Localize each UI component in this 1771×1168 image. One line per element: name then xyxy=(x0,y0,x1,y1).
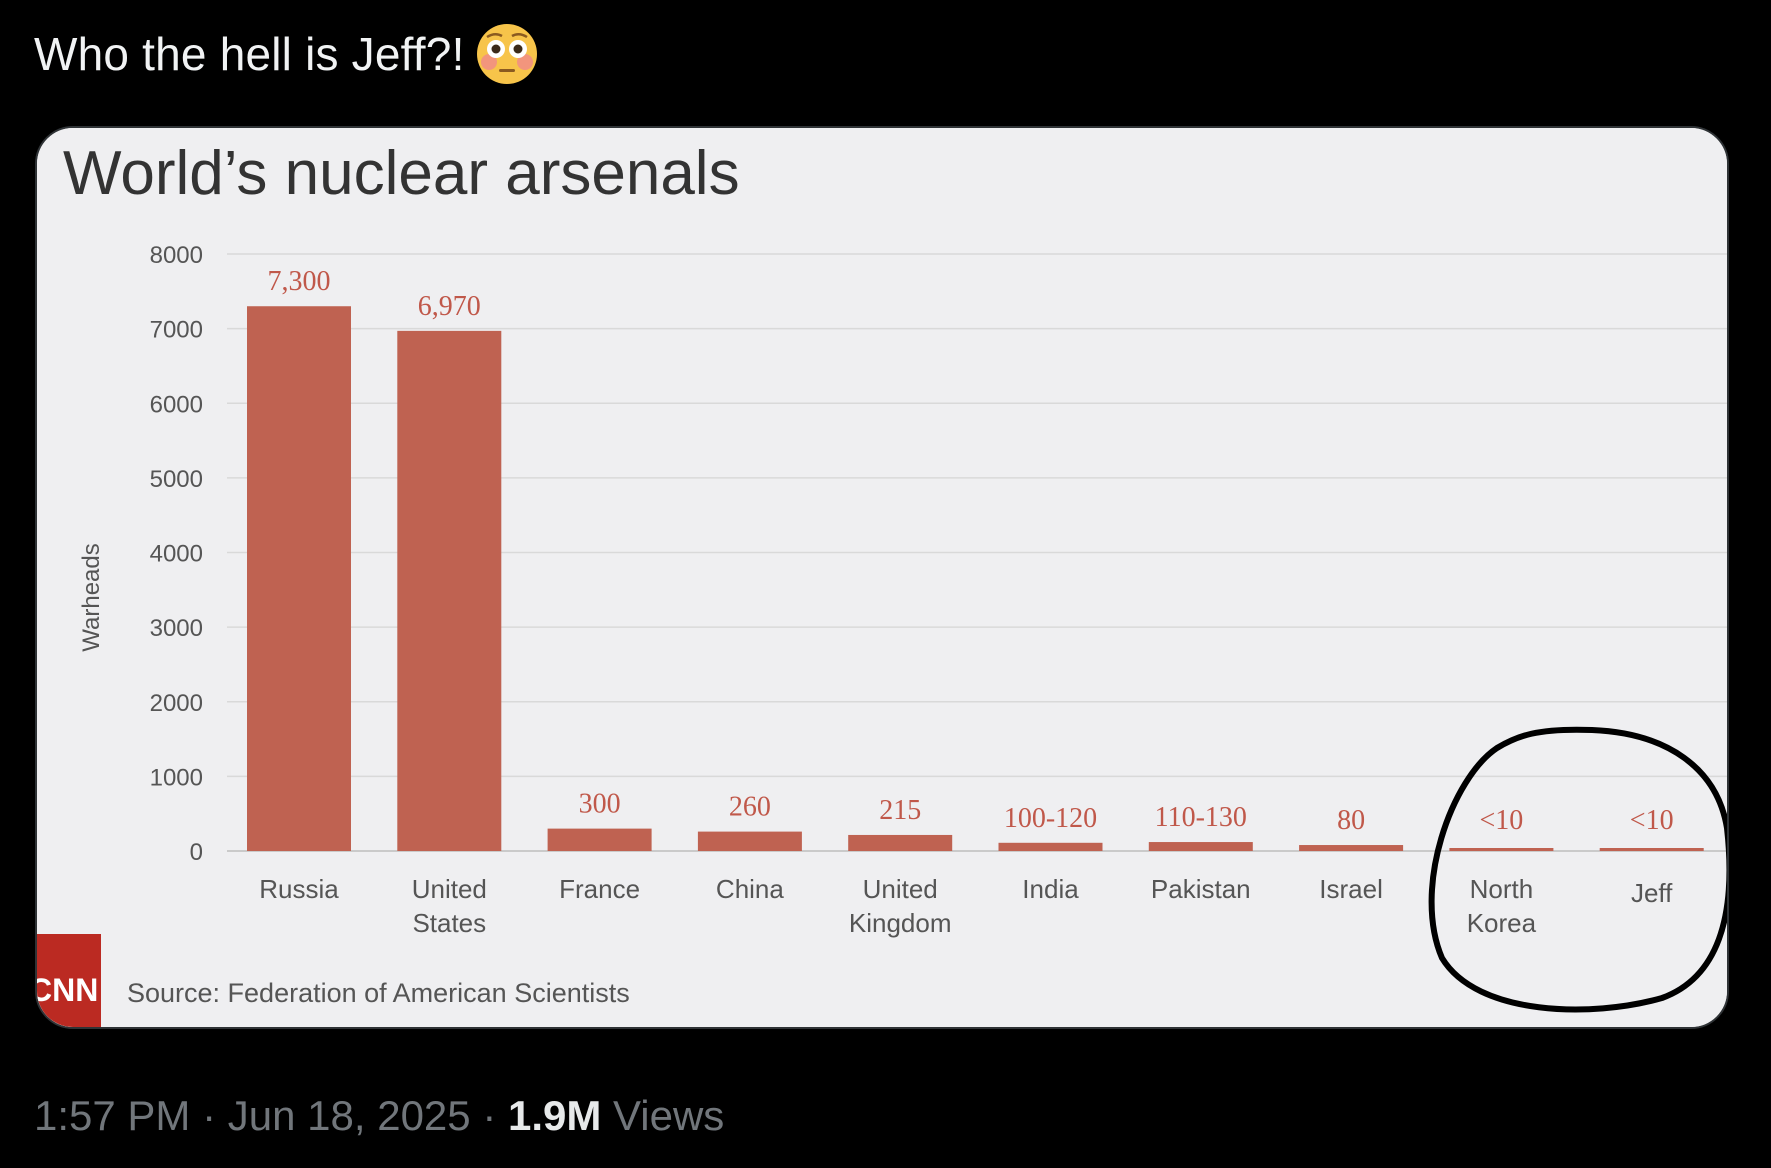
x-tick-label: United xyxy=(412,874,487,904)
tweet-time[interactable]: 1:57 PM xyxy=(34,1092,191,1139)
tweet-meta: 1:57 PM · Jun 18, 2025 · 1.9M Views xyxy=(34,1092,724,1140)
bar xyxy=(397,330,502,851)
bar xyxy=(848,834,953,851)
bar xyxy=(547,828,652,851)
tweet-date[interactable]: Jun 18, 2025 xyxy=(227,1092,471,1139)
cnn-logo-text: CNN xyxy=(37,972,98,1008)
x-tick-label: China xyxy=(716,874,784,904)
bar xyxy=(1299,845,1404,851)
value-label: <10 xyxy=(1480,805,1524,836)
value-label: 260 xyxy=(729,792,771,823)
value-labels: 7,300 6,970 300 260 215 100-120 110-130 80 <10 <1… xyxy=(268,266,1674,836)
bar xyxy=(247,306,351,851)
x-tick-label: North xyxy=(1470,874,1534,904)
y-tick-label: 8000 xyxy=(150,242,203,269)
bar xyxy=(1148,842,1253,851)
x-axis-labels: Russia United States France China United Kingd… xyxy=(259,874,1673,938)
y-axis-label: Warheads xyxy=(78,543,105,652)
chart-title: World’s nuclear arsenals xyxy=(63,139,740,208)
y-tick-label: 6000 xyxy=(150,391,203,418)
flushed-face-emoji-icon xyxy=(476,24,537,84)
value-label: 6,970 xyxy=(418,291,481,322)
value-label: 215 xyxy=(879,795,921,826)
x-tick-label: India xyxy=(1022,874,1079,904)
x-tick-label: France xyxy=(559,874,640,904)
x-tick-label: Russia xyxy=(259,874,339,904)
value-label: <10 xyxy=(1630,805,1674,836)
tweet-text-content: Who the hell is Jeff?! xyxy=(34,28,465,80)
chart-bars xyxy=(247,306,1704,851)
x-tick-label: Jeff xyxy=(1631,878,1673,908)
nuclear-arsenal-bar-chart: World’s nuclear arsenals 0 1000 2000 3000 40… xyxy=(37,128,1727,1027)
y-tick-label: 7000 xyxy=(150,317,203,344)
bar xyxy=(998,842,1103,851)
value-label: 100-120 xyxy=(1004,803,1097,834)
chart-source: Source: Federation of American Scientist… xyxy=(127,978,630,1008)
tweet-views-label: Views xyxy=(613,1092,725,1139)
tweet-text: Who the hell is Jeff?! xyxy=(34,22,539,86)
value-label: 110-130 xyxy=(1155,802,1247,833)
y-tick-label: 2000 xyxy=(150,690,203,717)
x-tick-label: States xyxy=(412,908,486,938)
y-tick-label: 5000 xyxy=(150,466,203,493)
y-tick-label: 3000 xyxy=(150,615,203,642)
value-label: 7,300 xyxy=(268,266,331,297)
bar xyxy=(697,831,802,851)
x-tick-label: United xyxy=(863,874,938,904)
y-tick-label: 1000 xyxy=(150,764,203,791)
cnn-logo: CNN xyxy=(37,934,101,1027)
x-tick-label: Korea xyxy=(1467,908,1537,938)
value-label: 300 xyxy=(579,789,621,820)
y-tick-label: 4000 xyxy=(150,541,203,568)
x-tick-label: Kingdom xyxy=(849,908,952,938)
tweet-views-count[interactable]: 1.9M xyxy=(507,1092,602,1139)
y-axis-ticks: 0 1000 2000 3000 4000 5000 6000 7000 8000 xyxy=(150,242,203,866)
meta-separator: · xyxy=(482,1092,497,1139)
value-label: 80 xyxy=(1337,805,1365,836)
bar xyxy=(1599,848,1704,851)
x-tick-label: Israel xyxy=(1319,874,1383,904)
meta-separator: · xyxy=(202,1092,217,1139)
x-tick-label: Pakistan xyxy=(1151,874,1251,904)
tweet-media-image[interactable]: World’s nuclear arsenals 0 1000 2000 3000 40… xyxy=(35,126,1729,1029)
y-tick-label: 0 xyxy=(190,839,203,866)
bar xyxy=(1449,848,1554,851)
hand-drawn-circle-annotation xyxy=(1428,726,1727,1013)
